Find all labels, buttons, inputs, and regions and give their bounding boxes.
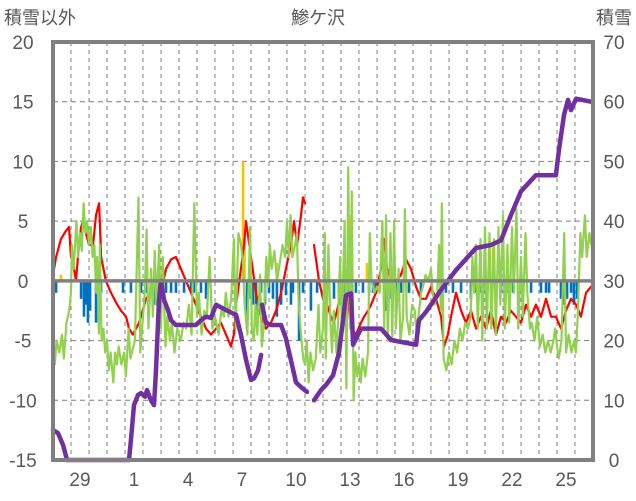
left-y-tick-label: -10	[9, 391, 36, 412]
blue-bar	[251, 280, 255, 305]
orange-bar	[241, 161, 245, 281]
blue-bar	[332, 280, 336, 299]
x-tick-label: 22	[501, 470, 522, 491]
orange-bar	[59, 274, 63, 281]
x-tick-label: 10	[285, 470, 306, 491]
blue-bar	[164, 280, 168, 293]
blue-bar	[354, 280, 358, 293]
blue-bar	[189, 280, 193, 293]
blue-bar	[572, 280, 576, 305]
blue-bar	[399, 280, 403, 293]
snow-depth-line	[50, 278, 264, 463]
left-y-tick-label: 0	[18, 272, 29, 293]
blue-bar	[361, 280, 365, 293]
plot-frame	[51, 40, 595, 462]
blue-bar	[309, 280, 313, 311]
right-axis-title: 積雪	[596, 8, 632, 29]
blue-bar	[547, 280, 551, 293]
blue-bar	[301, 280, 305, 293]
left-y-tick-label: 15	[12, 93, 33, 114]
green-line	[51, 166, 593, 402]
blue-bar	[539, 280, 543, 293]
blue-bar	[451, 280, 455, 293]
blue-bar	[139, 280, 143, 293]
orange-bar	[243, 227, 246, 281]
blue-bar	[315, 280, 319, 293]
blue-bar	[84, 280, 88, 305]
right-y-tick-label: 20	[603, 332, 624, 353]
right-y-tick-label: 60	[603, 93, 624, 114]
blue-bar	[54, 280, 58, 293]
left-axis-title: 積雪以外	[4, 8, 76, 29]
x-tick-label: 4	[183, 470, 194, 491]
blue-bar	[121, 280, 125, 293]
blue-bar	[88, 280, 92, 311]
right-y-tick-label: 0	[609, 451, 620, 472]
blue-bar	[284, 280, 288, 296]
left-y-tick-label: -5	[15, 332, 32, 353]
right-y-tick-label: 70	[603, 33, 624, 54]
blue-bar	[182, 280, 186, 293]
x-tick-label: 1	[129, 470, 140, 491]
blue-bar	[271, 280, 275, 299]
snow-depth-line	[311, 96, 594, 403]
blue-bar	[384, 280, 388, 311]
x-tick-label: 7	[237, 470, 248, 491]
blue-bar	[289, 280, 293, 305]
chart-title: 鯵ケ沢	[291, 8, 345, 29]
blue-bar	[559, 280, 563, 299]
orange-bar	[365, 262, 369, 281]
axes	[51, 40, 595, 462]
left-y-tick-label: 10	[12, 152, 33, 173]
right-y-tick-label: 50	[603, 152, 624, 173]
left-y-tick-label: 20	[12, 33, 33, 54]
blue-bar	[86, 280, 90, 323]
blue-bar	[192, 280, 196, 293]
blue-bar	[174, 280, 178, 293]
blue-bar	[291, 280, 295, 293]
blue-bar	[199, 280, 203, 293]
blue-bar	[575, 280, 579, 299]
blue-bar	[565, 280, 569, 299]
blue-bar	[204, 280, 208, 299]
right-y-tick-label: 10	[603, 391, 624, 412]
blue-bar	[79, 280, 83, 299]
blue-bar	[129, 280, 133, 293]
x-tick-label: 29	[69, 470, 90, 491]
right-y-tick-label: 40	[603, 212, 624, 233]
right-y-tick-label: 30	[603, 272, 624, 293]
blue-bar	[544, 280, 548, 293]
snow-depth-line	[259, 302, 310, 395]
x-tick-label: 13	[339, 470, 360, 491]
blue-bar	[407, 280, 411, 293]
x-tick-label: 19	[447, 470, 468, 491]
blue-bar	[254, 280, 258, 317]
blue-bar	[459, 280, 463, 293]
x-tick-label: 16	[393, 470, 414, 491]
blue-bar	[94, 280, 98, 323]
line-series	[50, 96, 594, 463]
blue-bar	[82, 280, 86, 317]
blue-bar	[245, 280, 249, 329]
blue-bar	[529, 280, 533, 293]
left-y-tick-label: -15	[9, 451, 36, 472]
left-y-tick-label: 5	[18, 212, 29, 233]
blue-bar	[275, 280, 279, 317]
blue-bar	[169, 280, 173, 293]
blue-bar	[569, 280, 573, 293]
blue-bar	[419, 280, 423, 293]
x-tick-label: 25	[555, 470, 576, 491]
